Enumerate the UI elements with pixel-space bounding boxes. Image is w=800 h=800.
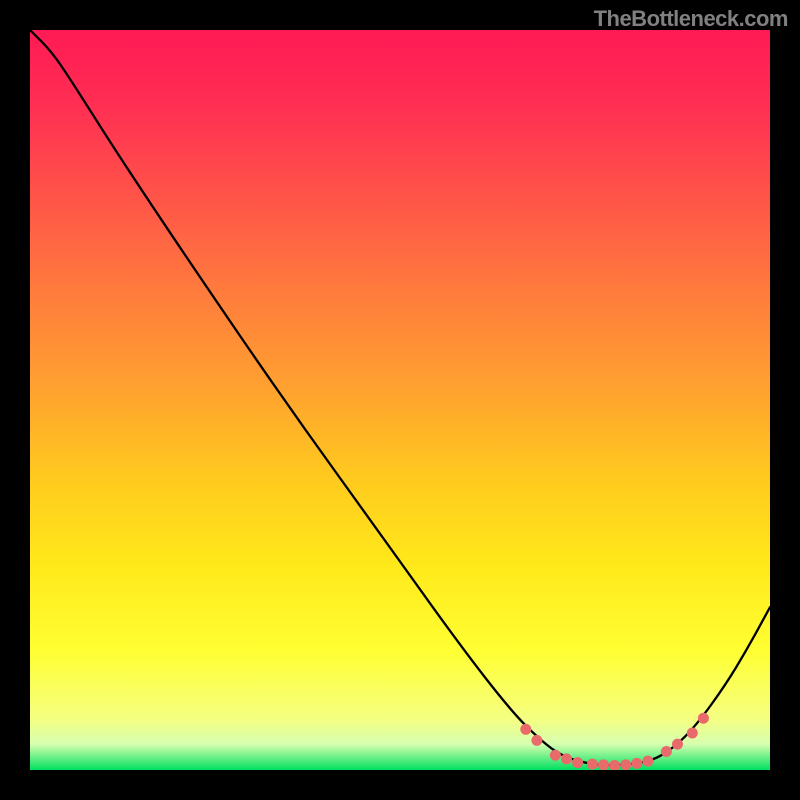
- marker-point: [621, 760, 631, 770]
- marker-point: [687, 728, 697, 738]
- marker-point: [673, 739, 683, 749]
- marker-point: [573, 758, 583, 768]
- plot-area: [30, 30, 770, 770]
- marker-point: [643, 756, 653, 766]
- marker-point: [587, 759, 597, 769]
- marker-point: [550, 750, 560, 760]
- marker-point: [599, 760, 609, 770]
- marker-point: [562, 754, 572, 764]
- marker-point: [610, 761, 620, 770]
- figure-outer: TheBottleneck.com: [0, 0, 800, 800]
- bottleneck-curve-chart: [30, 30, 770, 770]
- marker-point: [532, 735, 542, 745]
- marker-point: [632, 758, 642, 768]
- marker-point: [698, 713, 708, 723]
- marker-point: [521, 724, 531, 734]
- watermark-text: TheBottleneck.com: [594, 6, 788, 32]
- marker-point: [661, 747, 671, 757]
- gradient-background: [30, 30, 770, 770]
